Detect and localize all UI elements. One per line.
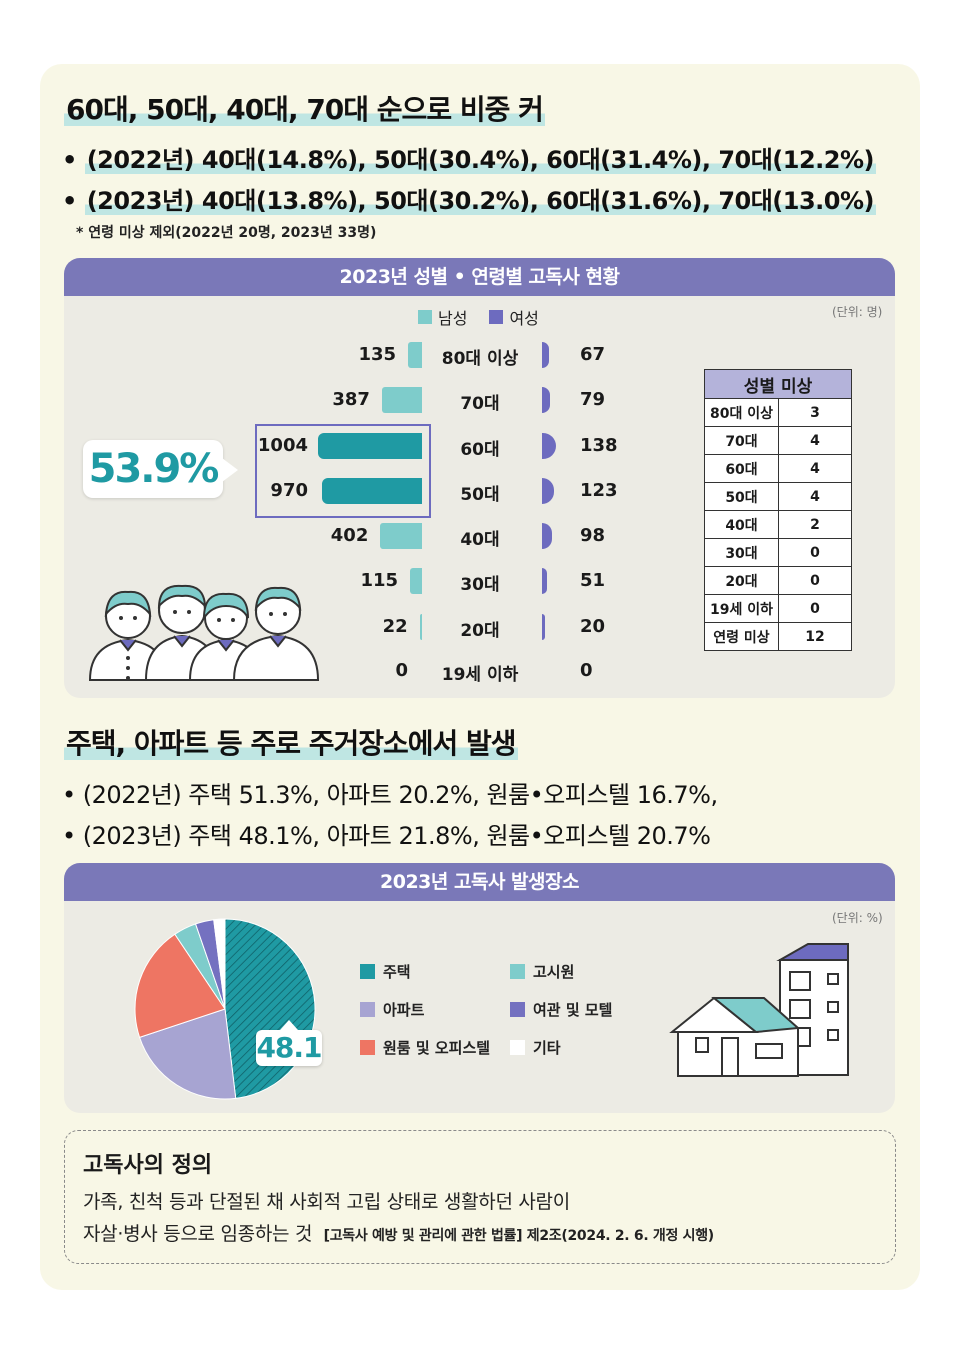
bar-row: 135 80대 이상 67 xyxy=(0,340,960,370)
section1-bullet-2022: • (2022년) 40대(14.8%), 50대(30.4%), 60대(31… xyxy=(62,146,877,174)
pie-slice-house xyxy=(224,918,316,1099)
bar-row: 115 30대 51 xyxy=(0,566,960,596)
female-value-label: 138 xyxy=(580,435,618,456)
table-row: 19세 이하 0 xyxy=(704,594,852,623)
section1-heading: 60대, 50대, 40대, 70대 순으로 비중 커 xyxy=(64,93,545,126)
location-chart-title: 2023년 고독사 발생장소 xyxy=(64,863,895,901)
female-bar xyxy=(542,568,548,594)
female-bar xyxy=(542,387,550,413)
female-legend-label: 여성 xyxy=(509,309,539,328)
legend-etc: 기타 xyxy=(510,1037,561,1058)
chart2-unit: (단위: %) xyxy=(832,911,883,925)
female-value-label: 20 xyxy=(580,616,606,637)
callout-53-9: 53.9% xyxy=(83,440,223,498)
male-value-label: 0 xyxy=(395,660,408,681)
section2-bullet-2022: • (2022년) 주택 51.3%, 아파트 20.2%, 원룸•오피스텔 1… xyxy=(62,781,718,809)
table-row: 50대 4 xyxy=(704,482,852,511)
pie-slice-apartment xyxy=(138,1008,237,1100)
age-group-label: 70대 xyxy=(460,394,500,414)
female-bar xyxy=(542,342,549,368)
male-bar xyxy=(419,614,422,640)
table-row: 40대 2 xyxy=(704,510,852,539)
section1-bullet-2023: • (2023년) 40대(13.8%), 50대(30.2%), 60대(31… xyxy=(62,187,877,215)
age-group-label: 50대 xyxy=(460,485,500,505)
male-bar xyxy=(380,523,422,549)
table-row: 20대 0 xyxy=(704,566,852,595)
bar-row: 402 40대 98 xyxy=(0,521,960,551)
bar-row: 387 70대 79 xyxy=(0,385,960,415)
pie-slice-oneroom xyxy=(134,933,226,1038)
definition-source: [고독사 예방 및 관리에 관한 법률] 제2조(2024. 2. 6. 개정 … xyxy=(323,1228,715,1244)
male-value-label: 387 xyxy=(332,389,370,410)
male-value-label: 135 xyxy=(358,344,397,365)
age-group-label: 20대 xyxy=(460,621,500,641)
bar-row: 1004 60대 138 xyxy=(0,431,960,461)
legend-oneroom: 원룸 및 오피스텔 xyxy=(360,1037,490,1058)
definition-box: 고독사의 정의 가족, 친척 등과 단절된 채 사회적 고립 상태로 생활하던 … xyxy=(64,1130,896,1264)
male-bar xyxy=(321,478,422,504)
table-row: 연령 미상 12 xyxy=(704,622,852,651)
female-value-label: 51 xyxy=(580,570,606,591)
legend-goshiwon: 고시원 xyxy=(510,961,574,982)
location-pie-chart xyxy=(134,918,316,1100)
female-bar xyxy=(542,614,545,640)
female-value-label: 123 xyxy=(580,480,618,501)
age-group-label: 80대 이상 xyxy=(441,349,519,369)
pie-slice-etc xyxy=(213,918,226,1010)
female-bar xyxy=(542,433,556,459)
male-value-label: 402 xyxy=(330,525,369,546)
male-bar xyxy=(381,387,422,413)
age-group-label: 40대 xyxy=(460,530,500,550)
pie-callout-arrow xyxy=(280,1020,298,1030)
unknown-gender-table: 성별 미상 80대 이상 3 70대 4 60대 4 50대 4 40대 2 30대 0 2… xyxy=(704,369,852,651)
section2-bullet-2023: • (2023년) 주택 48.1%, 아파트 21.8%, 원룸•오피스텔 2… xyxy=(62,822,711,850)
female-value-label: 67 xyxy=(580,344,606,365)
bar-row: 22 20대 20 xyxy=(0,612,960,642)
male-bar xyxy=(318,433,422,459)
female-value-label: 98 xyxy=(580,525,606,546)
age-group-label: 19세 이하 xyxy=(441,665,519,685)
female-bar xyxy=(542,478,555,504)
male-legend-label: 남성 xyxy=(438,309,468,328)
female-value-label: 79 xyxy=(580,389,606,410)
male-bar xyxy=(408,342,422,368)
female-value-label: 0 xyxy=(580,660,593,681)
elderly-people-illustration xyxy=(88,584,320,681)
definition-title: 고독사의 정의 xyxy=(83,1153,213,1178)
pie-callout: 48.1 xyxy=(256,1020,323,1066)
house-illustration xyxy=(669,943,849,1077)
male-value-label: 1004 xyxy=(257,435,308,456)
age-group-label: 60대 xyxy=(460,440,500,460)
male-value-label: 115 xyxy=(360,570,399,591)
male-value-label: 970 xyxy=(270,480,308,501)
male-value-label: 22 xyxy=(382,616,408,637)
age-group-label: 30대 xyxy=(460,575,500,595)
section1-note: * 연령 미상 제외(2022년 20명, 2023년 33명) xyxy=(76,225,377,241)
definition-line2: 자살·병사 등으로 임종하는 것 [고독사 예방 및 관리에 관한 법률] 제2… xyxy=(83,1223,715,1245)
legend-apartment: 아파트 xyxy=(360,999,424,1020)
legend-motel: 여관 및 모텔 xyxy=(510,999,612,1020)
definition-line1: 가족, 친척 등과 단절된 채 사회적 고립 상태로 생활하던 사람이 xyxy=(83,1191,570,1213)
chart1-legend: 남성 여성 xyxy=(418,305,539,329)
section2-heading: 주택, 아파트 등 주로 주거장소에서 발생 xyxy=(64,727,518,760)
callout-arrow xyxy=(222,458,238,482)
table-row: 30대 0 xyxy=(704,538,852,567)
chart1-unit: (단위: 명) xyxy=(832,305,883,319)
male-legend-swatch xyxy=(418,310,432,324)
bar-row: 0 19세 이하 0 xyxy=(0,656,960,686)
highlight-box xyxy=(255,424,431,518)
table-row: 70대 4 xyxy=(704,426,852,455)
male-bar xyxy=(410,568,422,594)
bar-row: 970 50대 123 xyxy=(0,476,960,506)
legend-house: 주택 xyxy=(360,961,411,982)
female-bar xyxy=(542,523,552,549)
unknown-table-title: 성별 미상 xyxy=(704,369,852,399)
table-row: 80대 이상 3 xyxy=(704,398,852,427)
female-legend-swatch xyxy=(489,310,504,324)
table-row: 60대 4 xyxy=(704,454,852,483)
gender-age-chart-title: 2023년 성별 • 연령별 고독사 현황 xyxy=(64,258,895,296)
